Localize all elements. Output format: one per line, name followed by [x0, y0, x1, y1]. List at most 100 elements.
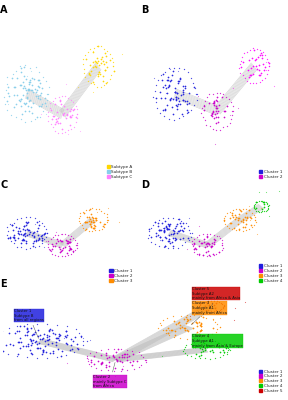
Point	[65, 237, 69, 244]
Point	[213, 237, 218, 243]
Point	[42, 343, 47, 349]
Point	[12, 236, 17, 243]
Point	[171, 243, 175, 249]
Point	[65, 237, 70, 244]
Point	[222, 217, 226, 223]
Point	[57, 337, 61, 343]
Point	[84, 214, 89, 220]
Point	[130, 362, 134, 368]
Point	[88, 80, 93, 86]
Point	[120, 51, 125, 58]
Point	[183, 350, 187, 356]
Point	[85, 352, 90, 359]
Point	[20, 232, 25, 238]
Point	[59, 130, 64, 136]
Point	[86, 49, 90, 55]
Point	[256, 53, 261, 60]
Point	[68, 114, 73, 120]
Point	[244, 227, 249, 234]
Point	[23, 230, 27, 236]
Point	[179, 242, 184, 248]
Point	[112, 354, 117, 361]
Point	[90, 79, 95, 85]
Point	[172, 237, 177, 244]
Point	[240, 54, 244, 60]
Point	[215, 298, 219, 304]
Point	[245, 49, 249, 55]
Point	[173, 85, 178, 92]
Point	[260, 198, 265, 204]
Point	[181, 97, 185, 103]
Point	[88, 206, 92, 212]
Point	[63, 328, 68, 334]
Point	[120, 363, 125, 369]
Point	[257, 208, 261, 215]
Point	[69, 106, 73, 112]
Point	[50, 116, 54, 122]
Point	[206, 298, 210, 304]
Point	[161, 244, 166, 250]
Point	[207, 252, 212, 258]
Point	[23, 343, 28, 350]
Point	[205, 239, 210, 246]
Point	[199, 313, 203, 319]
Point	[159, 322, 163, 329]
Point	[29, 340, 34, 347]
Point	[183, 85, 187, 91]
Point	[232, 317, 236, 324]
Point	[243, 224, 248, 230]
Point	[153, 95, 158, 102]
Point	[182, 326, 187, 333]
Point	[181, 91, 185, 98]
Point	[147, 228, 151, 234]
Point	[18, 214, 23, 221]
Point	[186, 109, 190, 115]
Point	[177, 216, 181, 222]
Point	[158, 319, 162, 326]
Point	[45, 337, 50, 344]
Point	[106, 216, 111, 223]
Point	[11, 226, 15, 233]
Point	[151, 74, 156, 81]
Point	[37, 340, 41, 346]
Point	[219, 247, 224, 254]
Point	[205, 94, 209, 100]
Point	[248, 80, 252, 86]
Point	[201, 299, 205, 306]
Point	[25, 73, 29, 80]
Point	[7, 93, 12, 100]
Point	[173, 234, 178, 241]
Point	[114, 349, 119, 356]
Point	[101, 58, 105, 64]
Point	[105, 367, 110, 374]
Point	[18, 69, 23, 75]
Point	[28, 346, 32, 353]
Point	[217, 354, 222, 360]
Point	[205, 233, 209, 239]
Point	[30, 87, 34, 94]
Point	[171, 226, 175, 233]
Point	[257, 47, 262, 54]
Point	[46, 90, 51, 97]
Point	[17, 97, 22, 104]
Point	[212, 114, 216, 121]
Point	[177, 322, 182, 328]
Point	[209, 111, 214, 117]
Point	[86, 70, 91, 76]
Point	[158, 237, 162, 243]
Point	[13, 101, 18, 107]
Point	[88, 220, 93, 227]
Point	[175, 216, 180, 222]
Point	[266, 59, 270, 66]
Point	[195, 306, 199, 313]
Point	[103, 221, 108, 227]
Point	[189, 107, 194, 113]
Point	[4, 342, 8, 348]
Point	[57, 332, 62, 339]
Point	[75, 239, 79, 246]
Point	[217, 102, 221, 108]
Point	[22, 73, 26, 80]
Point	[237, 214, 241, 221]
Point	[51, 98, 55, 104]
Point	[204, 299, 208, 305]
